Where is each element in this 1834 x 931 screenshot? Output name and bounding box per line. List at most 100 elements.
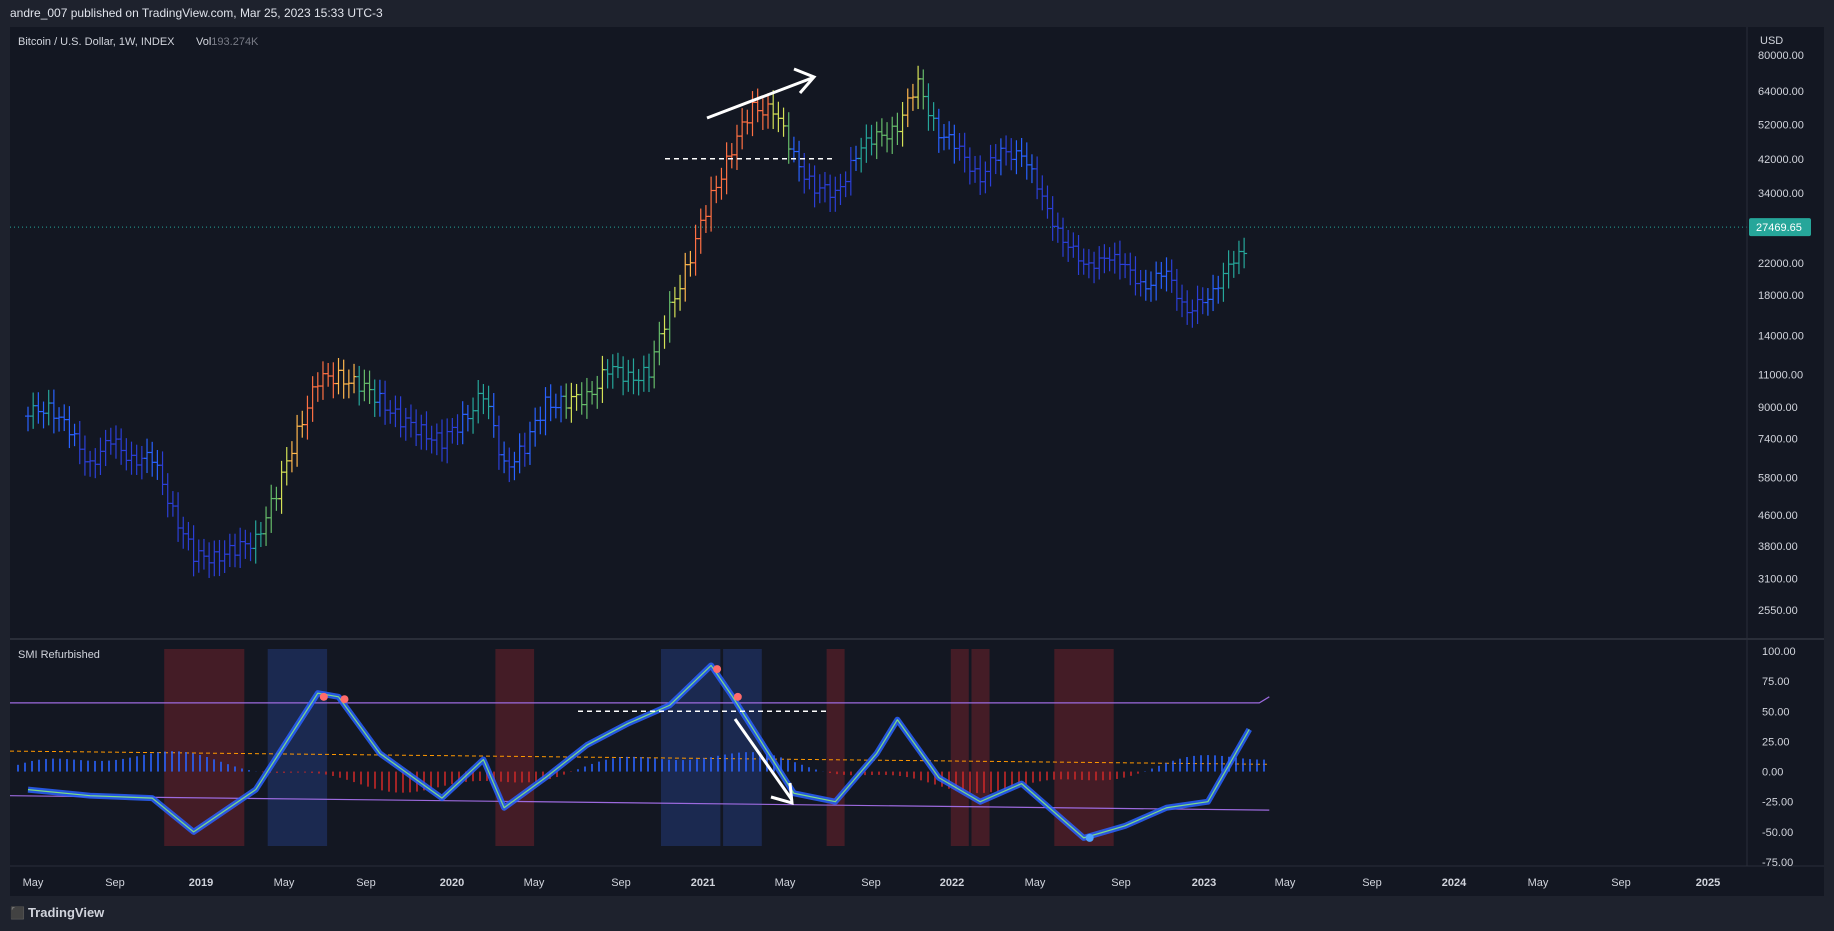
- ohlc-bar[interactable]: [195, 539, 202, 573]
- ohlc-bar[interactable]: [407, 404, 414, 438]
- ohlc-bar[interactable]: [387, 400, 394, 424]
- ohlc-bar[interactable]: [1049, 196, 1056, 241]
- ohlc-bar[interactable]: [894, 112, 901, 146]
- ohlc-bar[interactable]: [656, 321, 663, 366]
- ohlc-bar[interactable]: [516, 433, 523, 474]
- ohlc-bar[interactable]: [304, 395, 311, 440]
- ohlc-bar[interactable]: [1039, 175, 1046, 211]
- ohlc-bar[interactable]: [87, 450, 94, 477]
- ohlc-bar[interactable]: [371, 379, 378, 417]
- ohlc-bar[interactable]: [123, 438, 130, 471]
- ohlc-bar[interactable]: [609, 354, 616, 389]
- ohlc-bar[interactable]: [402, 407, 409, 441]
- ohlc-bar[interactable]: [319, 361, 326, 400]
- ohlc-bar[interactable]: [1013, 140, 1020, 175]
- ohlc-bar[interactable]: [651, 340, 658, 389]
- ohlc-bar[interactable]: [81, 435, 88, 476]
- ohlc-bar[interactable]: [1241, 237, 1248, 269]
- ohlc-bar[interactable]: [868, 124, 875, 156]
- ohlc-bar[interactable]: [247, 532, 254, 562]
- ohlc-bar[interactable]: [754, 88, 761, 123]
- ohlc-bar[interactable]: [568, 382, 575, 423]
- ohlc-bar[interactable]: [992, 144, 999, 175]
- ohlc-bar[interactable]: [175, 492, 182, 542]
- ohlc-bar[interactable]: [1116, 240, 1123, 280]
- ohlc-bar[interactable]: [873, 121, 880, 160]
- ohlc-bar[interactable]: [180, 516, 187, 549]
- ohlc-bar[interactable]: [827, 174, 834, 212]
- ohlc-bar[interactable]: [1158, 261, 1165, 289]
- ohlc-bar[interactable]: [589, 381, 596, 405]
- ohlc-bar[interactable]: [454, 414, 461, 446]
- ohlc-bar[interactable]: [273, 486, 280, 511]
- ohlc-bar[interactable]: [925, 83, 932, 131]
- ohlc-bar[interactable]: [977, 155, 984, 195]
- ohlc-bar[interactable]: [677, 274, 684, 311]
- ohlc-bar[interactable]: [728, 143, 735, 169]
- ohlc-bar[interactable]: [464, 404, 471, 432]
- ohlc-bar[interactable]: [149, 441, 156, 477]
- ohlc-bar[interactable]: [475, 379, 482, 424]
- ohlc-bar[interactable]: [687, 250, 694, 277]
- ohlc-bar[interactable]: [909, 83, 916, 111]
- ohlc-bar[interactable]: [340, 359, 347, 399]
- ohlc-bar[interactable]: [444, 418, 451, 464]
- ohlc-bar[interactable]: [1137, 270, 1144, 297]
- ohlc-bar[interactable]: [646, 353, 652, 393]
- ohlc-bar[interactable]: [211, 540, 218, 577]
- ohlc-bar[interactable]: [495, 415, 502, 470]
- ohlc-bar[interactable]: [635, 369, 642, 396]
- ohlc-bar[interactable]: [102, 429, 109, 467]
- indicator-axis[interactable]: 100.00 75.00 50.00 25.00 0.00 -25.00 -50.00 -75…: [1762, 646, 1796, 869]
- ohlc-bar[interactable]: [1008, 138, 1015, 171]
- ohlc-bar[interactable]: [242, 529, 249, 559]
- ohlc-bar[interactable]: [775, 101, 782, 133]
- ohlc-bar[interactable]: [1080, 248, 1087, 275]
- ohlc-bar[interactable]: [842, 171, 849, 198]
- ohlc-bar[interactable]: [573, 383, 580, 411]
- ohlc-bar[interactable]: [268, 484, 275, 533]
- ohlc-bar[interactable]: [45, 389, 52, 426]
- ohlc-bar[interactable]: [542, 387, 549, 436]
- ohlc-bar[interactable]: [961, 132, 968, 173]
- ohlc-bar[interactable]: [1163, 257, 1170, 292]
- ohlc-bar[interactable]: [733, 124, 740, 170]
- ohlc-bar[interactable]: [744, 109, 751, 135]
- ohlc-bar[interactable]: [1028, 154, 1035, 184]
- ohlc-bar[interactable]: [118, 428, 125, 465]
- ohlc-bar[interactable]: [294, 414, 301, 467]
- ohlc-bar[interactable]: [1003, 135, 1010, 166]
- ohlc-bar[interactable]: [506, 447, 513, 483]
- ohlc-bar[interactable]: [1127, 252, 1134, 286]
- ohlc-bar[interactable]: [206, 542, 213, 578]
- ohlc-bar[interactable]: [847, 146, 854, 196]
- ohlc-bar[interactable]: [459, 401, 466, 445]
- ohlc-bar[interactable]: [1189, 299, 1196, 328]
- ohlc-bar[interactable]: [1147, 271, 1154, 302]
- ohlc-bar[interactable]: [164, 473, 171, 518]
- ohlc-bar[interactable]: [138, 445, 145, 480]
- ohlc-bar[interactable]: [816, 174, 823, 204]
- ohlc-bar[interactable]: [1210, 274, 1217, 312]
- ohlc-bar[interactable]: [713, 175, 720, 204]
- ohlc-bar[interactable]: [899, 101, 906, 147]
- ohlc-bar[interactable]: [966, 147, 973, 185]
- ohlc-bar[interactable]: [878, 118, 885, 147]
- time-axis[interactable]: May Sep 2019 May Sep 2020 May Sep 2021 May Sep 2022…: [23, 877, 1721, 889]
- ohlc-bar[interactable]: [66, 406, 73, 449]
- ohlc-bar[interactable]: [832, 176, 839, 212]
- ohlc-bar[interactable]: [723, 142, 730, 195]
- ohlc-bar[interactable]: [501, 441, 508, 474]
- ohlc-bar[interactable]: [982, 161, 989, 194]
- ohlc-bar[interactable]: [614, 352, 621, 379]
- ohlc-bar[interactable]: [940, 124, 947, 151]
- ohlc-bar[interactable]: [169, 491, 176, 517]
- ohlc-bar[interactable]: [692, 224, 699, 276]
- ohlc-bar[interactable]: [226, 533, 233, 567]
- ohlc-bar[interactable]: [718, 167, 725, 200]
- ohlc-bar[interactable]: [682, 252, 689, 302]
- ohlc-bar[interactable]: [237, 527, 244, 568]
- ohlc-bar[interactable]: [1096, 246, 1103, 280]
- ohlc-bar[interactable]: [853, 145, 859, 172]
- ohlc-bar[interactable]: [811, 165, 818, 208]
